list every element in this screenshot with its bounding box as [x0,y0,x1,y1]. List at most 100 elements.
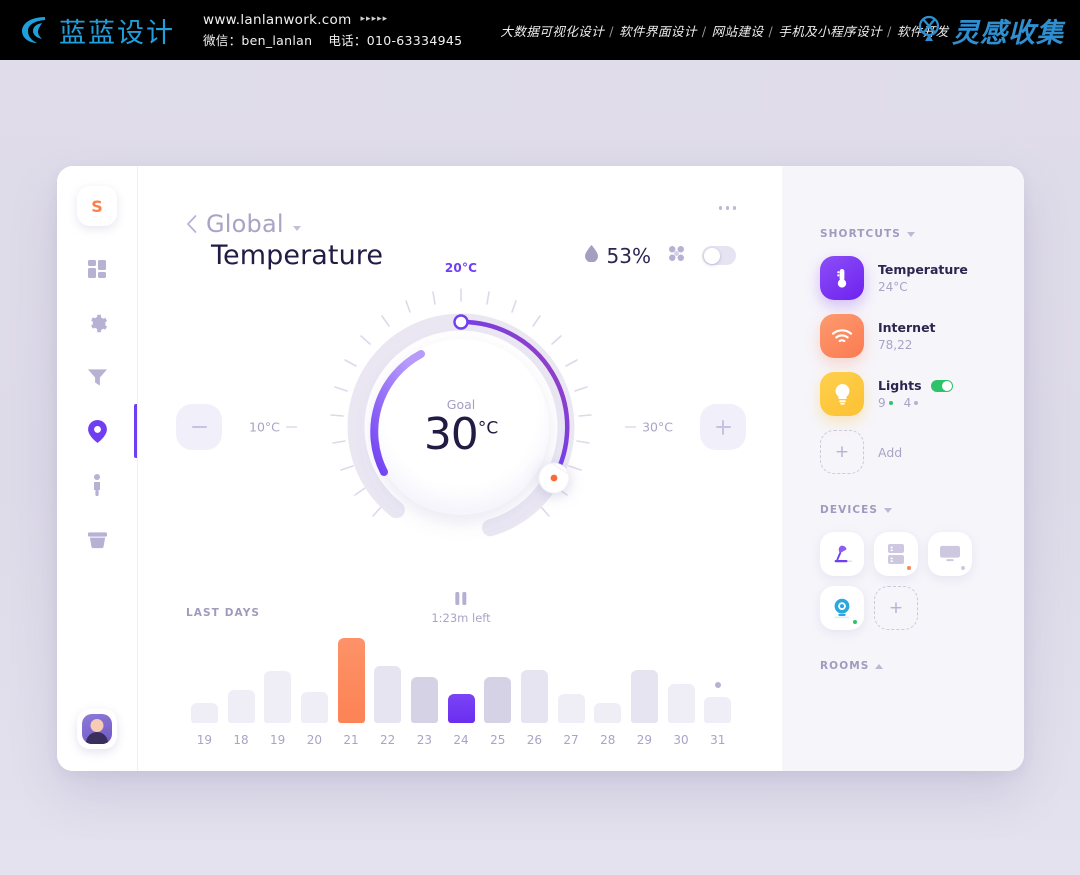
device-webcam[interactable] [820,586,864,630]
wifi-icon [820,314,864,358]
sidebar-item-dashboard[interactable] [57,252,137,286]
chart-bar-column[interactable] [369,631,406,723]
shortcut-sub: 78,22 [878,338,913,352]
dial-fill-arc [370,350,425,476]
chart-bar-column[interactable] [443,631,480,723]
rail-nav-list [57,252,137,556]
app-logo-button[interactable]: S [77,186,117,226]
lights-count-off: 4 [904,396,919,410]
trash-icon [87,529,108,549]
devices-grid: + [820,532,1010,630]
left-icon-rail: S [57,166,138,771]
thermometer-icon [820,256,864,300]
service-separator: / [887,23,892,39]
shortcut-temperature-text: Temperature 24°C [878,262,968,294]
chart-bar-column[interactable] [223,631,260,723]
decrease-temperature-button[interactable] [176,404,222,450]
sidebar-item-person[interactable] [57,468,137,502]
chart-bar-column[interactable] [699,631,736,723]
add-device-button[interactable]: + [874,586,918,630]
fan-icon[interactable] [667,244,686,268]
toggle-knob [703,247,720,264]
devices-heading-label: DEVICES [820,504,879,516]
chart-bar [594,702,622,723]
rooms-heading-label: ROOMS [820,660,870,672]
desk-lamp-icon [834,545,853,563]
avatar[interactable] [77,709,117,749]
breadcrumb-label[interactable]: Global [206,210,284,238]
watermark-phone: 电话：010-63334945 [328,32,463,48]
chart-bar [447,693,475,723]
chart-bar-column[interactable] [259,631,296,723]
filter-funnel-icon [87,367,108,387]
chart-bar-column[interactable] [553,631,590,723]
chevron-down-icon[interactable] [884,507,893,513]
chart-x-label: 30 [673,733,689,747]
device-server[interactable] [874,532,918,576]
rooms-heading[interactable]: ROOMS [820,660,1024,672]
chart-bar [337,638,365,723]
device-monitor[interactable] [928,532,972,576]
add-shortcut-button[interactable]: + Add [820,430,1024,474]
chart-bar-column[interactable] [186,631,223,723]
devices-heading[interactable]: DEVICES [820,504,1024,516]
shortcut-temperature[interactable]: Temperature 24°C [820,256,1024,300]
service-separator: / [701,23,707,39]
increase-temperature-button[interactable] [700,404,746,450]
shortcut-lights[interactable]: Lights 9 4 [820,372,1024,416]
lanlan-logo-text: 蓝蓝设计 [59,17,175,49]
device-desk-lamp[interactable] [820,532,864,576]
shortcut-sub: 9 4 [878,396,953,410]
water-drop-icon [584,244,598,267]
chart-bar-column[interactable] [296,631,333,723]
dial-inner-disc [373,339,549,515]
more-dots-icon[interactable] [718,206,736,210]
watermark-contact: www.lanlanwork.com ▸▸▸▸▸ 微信：ben_lanlan 电… [203,10,462,50]
app-window: S [57,166,1024,771]
chart-x-label: 20 [306,733,322,747]
shortcut-lights-text: Lights 9 4 [878,378,953,410]
dial-progress-arc [458,319,570,481]
chart-x-labels: 19 18 19 20 21 22 23 24 25 26 27 28 29 30 31 [186,733,736,747]
chart-bar-column[interactable] [333,631,370,723]
chart-x-label: 21 [343,733,359,747]
lights-count-on: 9 [878,396,893,410]
gear-icon [87,313,108,334]
last-days-chart: LAST DAYS 19 18 19 20 21 22 23 24 25 26 27 28 29 30 31 [186,607,736,747]
dial-scale-min: 10°C [249,420,297,435]
status-dot [960,565,965,570]
pause-icon[interactable] [431,592,490,605]
chevron-left-icon[interactable] [186,215,197,233]
chart-bar-column[interactable] [626,631,663,723]
chart-x-label: 27 [563,733,579,747]
chevron-down-icon[interactable] [292,225,301,231]
page-title: Temperature [211,240,384,271]
shortcuts-heading[interactable]: SHORTCUTS [820,228,1024,240]
chart-x-label: 26 [526,733,543,747]
chevron-down-icon[interactable] [906,231,915,237]
chevron-up-icon[interactable] [875,663,884,669]
power-toggle[interactable] [702,246,736,265]
chart-title: LAST DAYS [186,607,261,619]
chart-bar [520,669,548,723]
chart-bar-column[interactable] [589,631,626,723]
location-pin-icon [87,419,107,443]
chart-bar-column[interactable] [479,631,516,723]
lanlan-logo: 蓝蓝设计 [18,11,175,50]
shortcut-internet-text: Internet 78,22 [878,320,936,352]
service-item: 手机及小程序设计 [778,23,883,39]
shortcut-name: Lights [878,378,922,393]
shortcut-internet[interactable]: Internet 78,22 [820,314,1024,358]
temperature-dial[interactable]: 20°C [176,261,746,625]
chart-bar-column[interactable] [663,631,700,723]
chart-bar-column[interactable] [406,631,443,723]
chart-bar-column[interactable] [516,631,553,723]
sidebar-item-trash[interactable] [57,522,137,556]
humidity-value: 53% [606,243,651,268]
sidebar-item-location[interactable] [57,404,137,458]
chart-bar [227,689,255,723]
lights-toggle[interactable] [930,379,953,392]
sidebar-item-settings[interactable] [57,306,137,340]
chart-bar [410,677,438,723]
sidebar-item-filter[interactable] [57,360,137,394]
